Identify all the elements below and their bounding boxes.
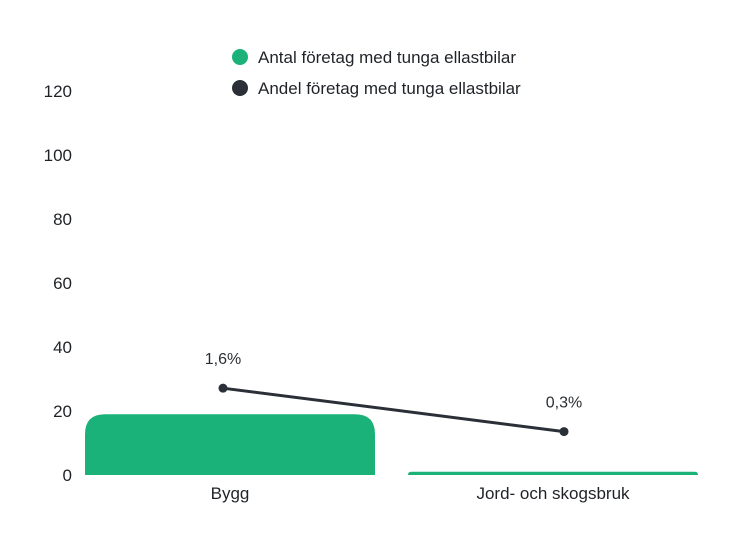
y-axis: 0 20 40 60 80 100 120 <box>44 82 72 485</box>
legend-label-antal: Antal företag med tunga ellastbilar <box>258 48 516 67</box>
data-label: 1,6% <box>205 351 241 368</box>
y-tick-label: 40 <box>53 338 72 357</box>
y-tick-label: 60 <box>53 274 72 293</box>
y-tick-label: 0 <box>63 466 72 485</box>
bar <box>408 471 698 475</box>
line-point <box>559 427 569 437</box>
y-tick-label: 20 <box>53 402 72 421</box>
legend: Antal företag med tunga ellastbilar Ande… <box>232 48 521 98</box>
line-point <box>218 383 228 393</box>
bar <box>85 414 375 475</box>
y-tick-label: 120 <box>44 82 72 101</box>
x-tick-label: Jord- och skogsbruk <box>476 484 630 503</box>
legend-marker-andel <box>232 80 248 96</box>
bars <box>85 414 698 475</box>
x-tick-label: Bygg <box>211 484 250 503</box>
line-series: 1,6% 0,3% <box>205 351 582 437</box>
legend-label-andel: Andel företag med tunga ellastbilar <box>258 79 521 98</box>
legend-item-antal[interactable]: Antal företag med tunga ellastbilar <box>232 48 516 67</box>
data-label: 0,3% <box>546 395 582 412</box>
legend-item-andel[interactable]: Andel företag med tunga ellastbilar <box>232 79 521 98</box>
legend-marker-antal <box>232 49 248 65</box>
y-tick-label: 80 <box>53 210 72 229</box>
y-tick-label: 100 <box>44 146 72 165</box>
x-axis: Bygg Jord- och skogsbruk <box>211 484 630 503</box>
series-line <box>222 386 565 434</box>
